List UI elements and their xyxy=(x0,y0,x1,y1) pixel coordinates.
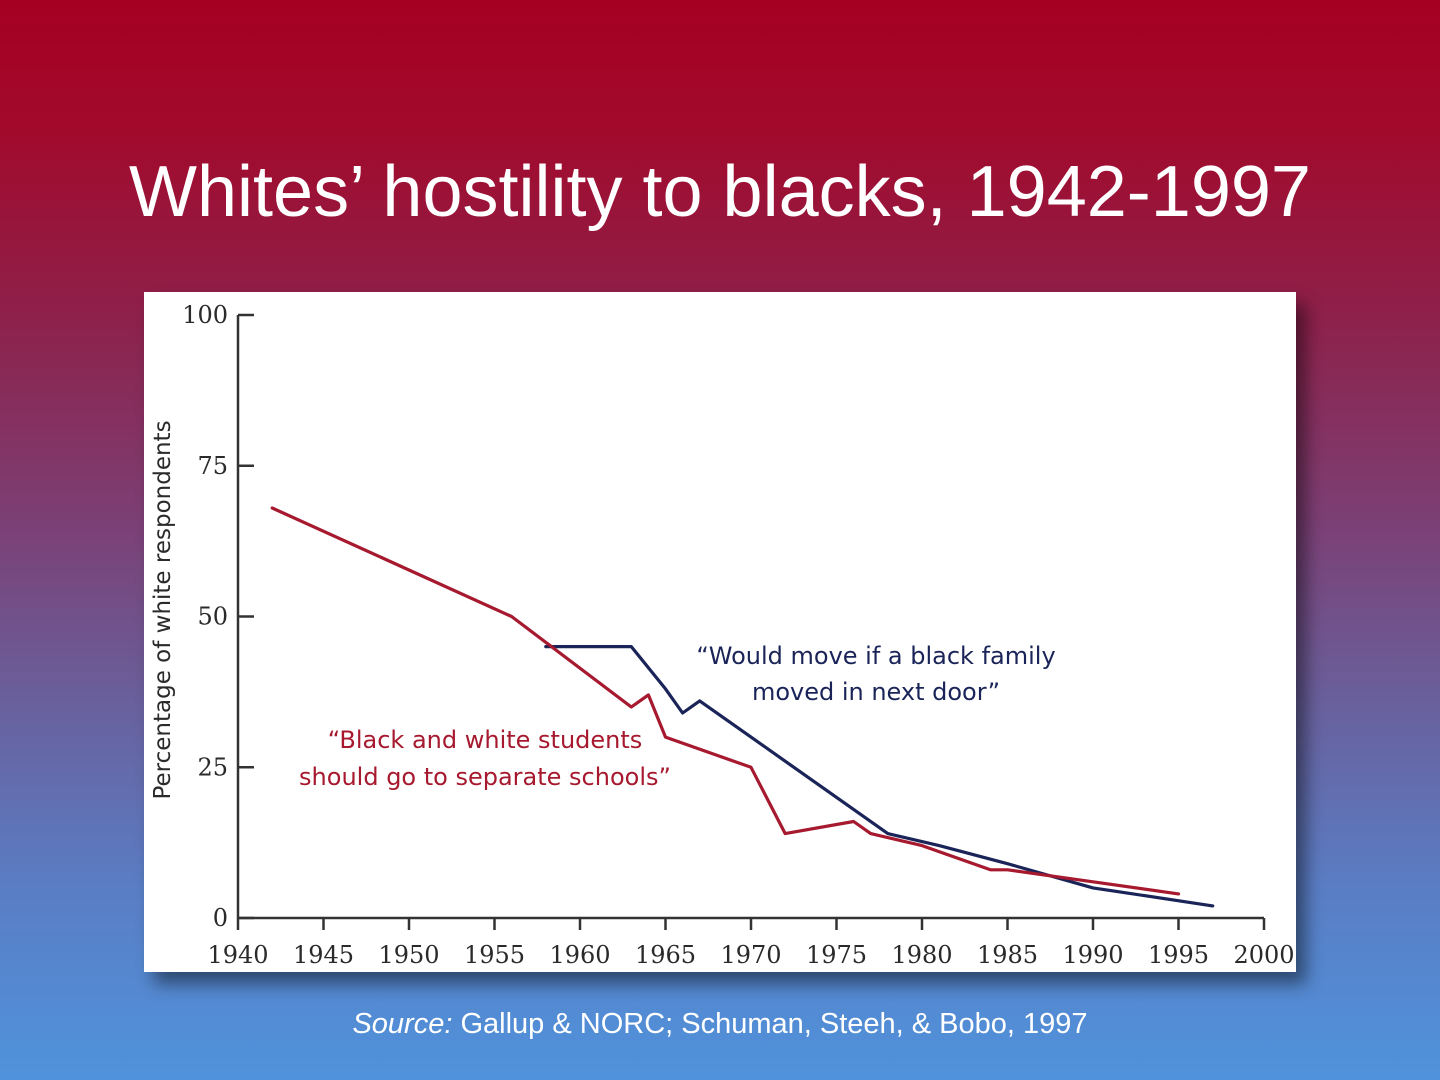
line-chart: 0 25 50 75 100 1940 1945 1950 1955 1960 1965 1970 19… xyxy=(144,292,1296,972)
move-series-annotation-line1: “Would move if a black family xyxy=(696,642,1055,670)
slide-title: Whites’ hostility to blacks, 1942-1997 xyxy=(129,152,1311,232)
source-text: Gallup & NORC; Schuman, Steeh, & Bobo, 1… xyxy=(452,1008,1088,1040)
x-tick-label: 1960 xyxy=(549,941,610,969)
move-series-annotation-line2: moved in next door” xyxy=(752,678,1000,706)
x-tick-label: 1965 xyxy=(635,941,696,969)
schools-series-annotation-line2: should go to separate schools” xyxy=(299,763,671,791)
x-tick-label: 1955 xyxy=(464,941,525,969)
schools-series-annotation-line1: “Black and white students xyxy=(328,726,643,754)
schools-series-line xyxy=(270,506,1181,896)
axes: 0 25 50 75 100 1940 1945 1950 1955 1960 1965 1970 19… xyxy=(182,301,1294,969)
series-lines xyxy=(270,506,1215,908)
y-tick-label: 25 xyxy=(197,753,228,781)
x-tick-label: 1990 xyxy=(1062,941,1123,969)
x-tick-label: 1985 xyxy=(977,941,1038,969)
x-tick-label: 1980 xyxy=(891,941,952,969)
x-tick-label: 1970 xyxy=(720,941,781,969)
chart-svg: 0 25 50 75 100 1940 1945 1950 1955 1960 1965 1970 19… xyxy=(150,301,1295,969)
y-tick-label: 50 xyxy=(197,603,228,631)
move-series-line xyxy=(544,645,1215,908)
x-tick-label: 1940 xyxy=(207,941,268,969)
x-tick-label: 1995 xyxy=(1148,941,1209,969)
x-tick-label: 2000 xyxy=(1233,941,1294,969)
y-tick-label: 0 xyxy=(213,904,228,932)
source-citation: Source: Gallup & NORC; Schuman, Steeh, &… xyxy=(0,1008,1440,1041)
source-label: Source: xyxy=(352,1008,453,1040)
y-tick-label: 75 xyxy=(197,452,228,480)
y-tick-label: 100 xyxy=(182,301,228,329)
y-axis-title: Percentage of white respondents xyxy=(150,420,176,799)
x-tick-label: 1975 xyxy=(806,941,867,969)
x-tick-label: 1945 xyxy=(293,941,354,969)
x-tick-label: 1950 xyxy=(378,941,439,969)
